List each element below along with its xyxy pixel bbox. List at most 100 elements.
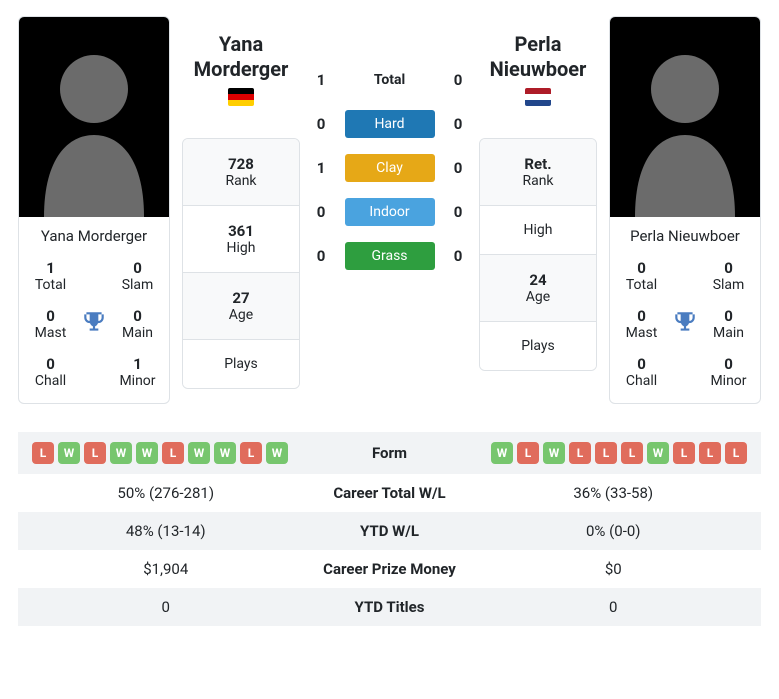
p2-titles-total-value: 0 xyxy=(618,259,665,277)
p2-name-line2: Nieuwboer xyxy=(490,57,587,81)
form-chip[interactable]: L xyxy=(84,442,106,464)
p2-titles-mast-value: 0 xyxy=(618,307,665,325)
p2-ytd-titles: 0 xyxy=(480,598,748,616)
comparison-top: Yana Morderger 1 Total 0 Slam 0 Mast 0 M… xyxy=(18,16,761,404)
player1-name-col: Yana Morderger 728 Rank 361 High 27 Age … xyxy=(182,16,300,389)
player2-stats: Ret. Rank High 24 Age Plays xyxy=(479,138,597,371)
form-chip[interactable]: W xyxy=(266,442,288,464)
h2h-hard-p2: 0 xyxy=(449,115,467,133)
p2-titles-minor: 0 Minor xyxy=(705,355,752,389)
p2-age-value: 24 xyxy=(486,271,590,289)
cmp-label-form: Form xyxy=(300,444,480,462)
p1-plays-cell: Plays xyxy=(183,340,299,388)
p1-rank-label: Rank xyxy=(189,173,293,189)
form-chip[interactable]: W xyxy=(491,442,513,464)
p2-titles-slam-label: Slam xyxy=(705,277,752,293)
form-chip[interactable]: L xyxy=(621,442,643,464)
p2-titles-slam-value: 0 xyxy=(705,259,752,277)
cmp-row-ytd-wl: 48% (13-14) YTD W/L 0% (0-0) xyxy=(18,512,761,550)
p1-form-chips: LWLWWLWWLW xyxy=(32,442,300,464)
form-chip[interactable]: W xyxy=(136,442,158,464)
p2-titles-main: 0 Main xyxy=(705,307,752,341)
form-chip[interactable]: W xyxy=(543,442,565,464)
p1-titles-mast: 0 Mast xyxy=(27,307,74,341)
h2h-clay-label[interactable]: Clay xyxy=(345,154,435,182)
p1-titles-chall-value: 0 xyxy=(27,355,74,373)
p1-titles-slam-label: Slam xyxy=(114,277,161,293)
p2-name-line1: Perla xyxy=(515,32,562,56)
cmp-label-ytd-wl: YTD W/L xyxy=(300,522,480,540)
player2-titles-grid: 0 Total 0 Slam 0 Mast 0 Main 0 Chall xyxy=(610,259,760,403)
p1-titles-total-label: Total xyxy=(27,277,74,293)
form-chip[interactable]: W xyxy=(647,442,669,464)
player2-name-small: Perla Nieuwboer xyxy=(610,217,760,259)
p2-career-prize: $0 xyxy=(480,560,748,578)
p1-titles-slam: 0 Slam xyxy=(114,259,161,293)
h2h-indoor-row: 0 Indoor 0 xyxy=(312,198,467,226)
p1-career-wl: 50% (276-281) xyxy=(32,484,300,502)
form-chip[interactable]: W xyxy=(110,442,132,464)
p1-high-value: 361 xyxy=(189,222,293,240)
player2-flag-icon xyxy=(525,88,551,106)
player1-name-big[interactable]: Yana Morderger xyxy=(182,32,300,82)
p1-high-label: High xyxy=(189,240,293,256)
cmp-label-ytd-titles: YTD Titles xyxy=(300,598,480,616)
form-chip[interactable]: L xyxy=(517,442,539,464)
h2h-indoor-p2: 0 xyxy=(449,203,467,221)
p1-ytd-titles: 0 xyxy=(32,598,300,616)
h2h-grass-p1: 0 xyxy=(312,247,330,265)
comparison-table: LWLWWLWWLW Form WLWLLLWLLL 50% (276-281)… xyxy=(18,432,761,626)
p2-rank-label: Rank xyxy=(486,173,590,189)
p1-name-line1: Yana xyxy=(219,32,263,56)
form-chip[interactable]: L xyxy=(699,442,721,464)
h2h-hard-p1: 0 xyxy=(312,115,330,133)
p1-titles-mast-value: 0 xyxy=(27,307,74,325)
form-chip[interactable]: L xyxy=(569,442,591,464)
p2-titles-chall-label: Chall xyxy=(618,373,665,389)
form-chip[interactable]: W xyxy=(214,442,236,464)
p2-rank-cell: Ret. Rank xyxy=(480,139,596,206)
p2-titles-mast-label: Mast xyxy=(618,325,665,341)
form-chip[interactable]: L xyxy=(725,442,747,464)
h2h-indoor-label[interactable]: Indoor xyxy=(345,198,435,226)
cmp-label-career-wl: Career Total W/L xyxy=(300,484,480,502)
form-chip[interactable]: L xyxy=(162,442,184,464)
cmp-label-career-prize: Career Prize Money xyxy=(300,560,480,578)
p2-titles-slam: 0 Slam xyxy=(705,259,752,293)
cmp-row-form: LWLWWLWWLW Form WLWLLLWLLL xyxy=(18,432,761,474)
h2h-indoor-p1: 0 xyxy=(312,203,330,221)
h2h-clay-p1: 1 xyxy=(312,159,330,177)
form-chip[interactable]: W xyxy=(188,442,210,464)
p1-titles-main: 0 Main xyxy=(114,307,161,341)
player2-card[interactable]: Perla Nieuwboer 0 Total 0 Slam 0 Mast 0 … xyxy=(609,16,761,404)
h2h-total-label: Total xyxy=(345,66,435,94)
player2-photo xyxy=(610,17,760,217)
h2h-clay-row: 1 Clay 0 xyxy=(312,154,467,182)
player1-card[interactable]: Yana Morderger 1 Total 0 Slam 0 Mast 0 M… xyxy=(18,16,170,404)
p2-high-label: High xyxy=(486,222,590,238)
h2h-grass-row: 0 Grass 0 xyxy=(312,242,467,270)
h2h-total-row: 1 Total 0 xyxy=(312,66,467,94)
form-chip[interactable]: L xyxy=(673,442,695,464)
p1-career-prize: $1,904 xyxy=(32,560,300,578)
form-chip[interactable]: L xyxy=(32,442,54,464)
p2-career-wl: 36% (33-58) xyxy=(480,484,748,502)
p2-plays-cell: Plays xyxy=(480,322,596,370)
p2-age-cell: 24 Age xyxy=(480,255,596,322)
p2-titles-total: 0 Total xyxy=(618,259,665,293)
form-chip[interactable]: W xyxy=(58,442,80,464)
p1-age-value: 27 xyxy=(189,289,293,307)
form-chip[interactable]: L xyxy=(595,442,617,464)
player2-name-big[interactable]: Perla Nieuwboer xyxy=(479,32,597,82)
p1-titles-chall: 0 Chall xyxy=(27,355,74,389)
h2h-grass-label[interactable]: Grass xyxy=(345,242,435,270)
p1-titles-mast-label: Mast xyxy=(27,325,74,341)
form-chip[interactable]: L xyxy=(240,442,262,464)
player1-photo xyxy=(19,17,169,217)
p1-titles-minor: 1 Minor xyxy=(114,355,161,389)
h2h-hard-label[interactable]: Hard xyxy=(345,110,435,138)
trophy-icon xyxy=(74,309,114,339)
p2-ytd-wl: 0% (0-0) xyxy=(480,522,748,540)
p1-ytd-wl: 48% (13-14) xyxy=(32,522,300,540)
p1-titles-slam-value: 0 xyxy=(114,259,161,277)
